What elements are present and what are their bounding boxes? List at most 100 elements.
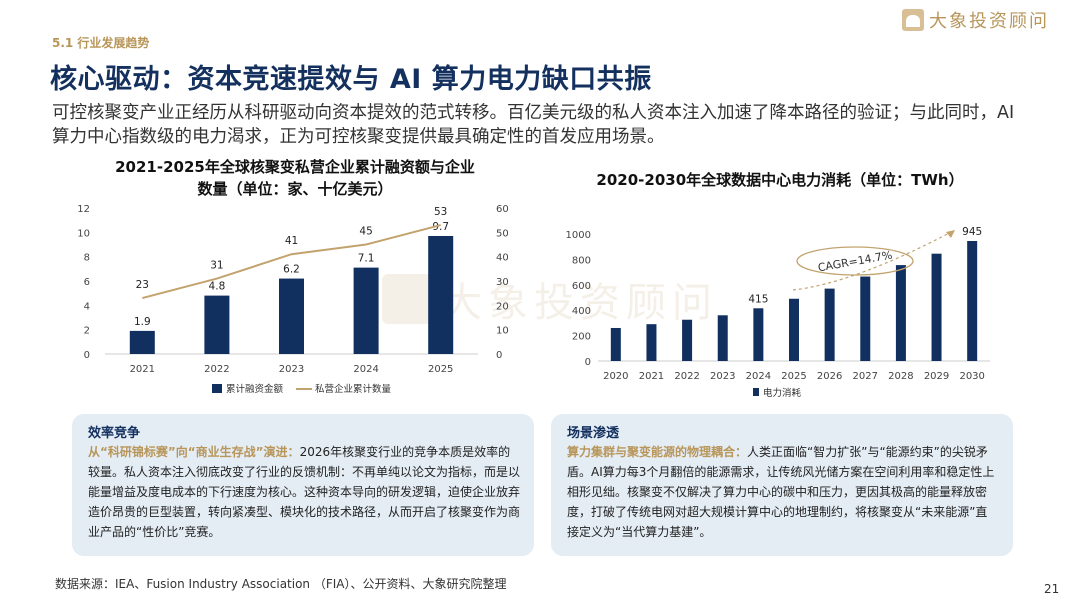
- y-tick-label: 400: [572, 306, 591, 317]
- company-count-label: 53: [434, 206, 447, 218]
- y-left-tick-label: 10: [77, 228, 90, 239]
- power-chart-title: 2020-2030年全球数据中心电力消耗（单位：TWh）: [596, 171, 964, 189]
- power-bar: [753, 308, 764, 361]
- legend-count-label: 私营企业累计数量: [315, 383, 392, 395]
- power-bar: [610, 327, 621, 361]
- x-tick-label: 2027: [853, 371, 878, 382]
- x-tick-label: 2030: [959, 371, 984, 382]
- y-tick-label: 800: [572, 255, 591, 266]
- brand-logo: 大象投资顾问: [902, 7, 1049, 33]
- data-source: 数据来源：IEA、Fusion Industry Association （FI…: [55, 577, 507, 591]
- x-tick-label: 2023: [279, 364, 304, 375]
- x-tick-label: 2023: [710, 371, 735, 382]
- y-right-tick-label: 30: [496, 277, 509, 288]
- y-right-tick-label: 60: [496, 204, 509, 215]
- y-left-tick-label: 2: [84, 326, 90, 337]
- funding-chart: 0 2 4 6 8 10 12 0 10 20 30 40 50 60 1.9 2021 4.8 2022 6.2 2…: [77, 204, 509, 395]
- company-count-label: 45: [359, 226, 372, 238]
- efficiency-card-body: 从“科研锦标赛”向“商业生存战”演进：2026年核聚变行业的竞争本质是效率的较量…: [88, 442, 520, 542]
- efficiency-card-text: 2026年核聚变行业的竞争本质是效率的较量。私人资本注入彻底改变了行业的反馈机制…: [88, 445, 521, 539]
- x-tick-label: 2025: [428, 364, 453, 375]
- efficiency-card: 效率竞争 从“科研锦标赛”向“商业生存战”演进：2026年核聚变行业的竞争本质是…: [72, 414, 534, 556]
- watermark-text: 大象投资顾问: [442, 280, 718, 326]
- power-bar: [967, 240, 978, 361]
- cagr-label: CAGR=14.7%: [817, 249, 893, 275]
- scenario-card-text: 人类正面临“智力扩张”与“能源约束”的尖锐矛盾。AI算力每3个月翻倍的能源需求，…: [567, 445, 995, 539]
- y-tick-label: 200: [572, 332, 591, 343]
- power-chart: 0 200 400 600 800 1000 2020 2021 2022 2023 2024 202…: [566, 226, 990, 399]
- y-right-tick-label: 50: [496, 228, 509, 239]
- funding-chart-title-line1: 2021-2025年全球核聚变私营企业累计融资额与企业: [115, 158, 475, 176]
- company-count-label: 23: [136, 279, 149, 291]
- elephant-watermark-icon: [382, 274, 432, 324]
- y-left-tick-label: 8: [84, 253, 90, 264]
- scenario-card: 场景渗透 算力集群与聚变能源的物理耦合：人类正面临“智力扩张”与“能源约束”的尖…: [551, 414, 1013, 556]
- x-tick-label: 2025: [781, 371, 806, 382]
- y-right-tick-label: 40: [496, 253, 509, 264]
- power-bar: [717, 315, 728, 361]
- efficiency-card-heading: 效率竞争: [88, 426, 141, 441]
- funding-bar: [129, 330, 155, 354]
- legend-funding-swatch: [212, 384, 222, 393]
- x-tick-label: 2020: [603, 371, 628, 382]
- power-bar: [646, 324, 657, 361]
- page-number: 21: [1044, 582, 1060, 596]
- y-right-tick-label: 0: [496, 350, 502, 361]
- elephant-logo-icon: [902, 9, 924, 31]
- y-tick-label: 0: [585, 357, 591, 368]
- funding-bar: [279, 278, 304, 354]
- page-title: 核心驱动：资本竞速提效与 AI 算力电力缺口共振: [50, 64, 652, 95]
- cagr-trend-arrow: [792, 229, 956, 291]
- y-left-tick-label: 12: [77, 204, 90, 215]
- power-bar: [789, 298, 799, 361]
- y-left-tick-label: 0: [84, 350, 90, 361]
- scenario-card-body: 算力集群与聚变能源的物理耦合：人类正面临“智力扩张”与“能源约束”的尖锐矛盾。A…: [567, 442, 999, 542]
- x-tick-label: 2022: [204, 364, 229, 375]
- section-tag: 5.1 行业发展趋势: [52, 36, 150, 50]
- scenario-card-heading: 场景渗透: [567, 426, 620, 441]
- cagr-arrowhead: [946, 230, 955, 238]
- y-right-tick-label: 20: [496, 301, 509, 312]
- power-bar-label: 415: [748, 293, 768, 305]
- x-tick-label: 2024: [746, 371, 771, 382]
- power-bar-label: 945: [962, 226, 982, 238]
- funding-bar-label: 4.8: [209, 281, 226, 293]
- x-tick-label: 2022: [674, 371, 699, 382]
- funding-bar-label: 7.1: [358, 253, 375, 265]
- legend-funding-label: 累计融资金额: [226, 383, 284, 395]
- power-bar: [895, 265, 906, 361]
- funding-bar-label: 1.9: [134, 316, 151, 328]
- funding-bar: [428, 235, 454, 354]
- intro-paragraph: 可控核聚变产业正经历从科研驱动向资本提效的范式转移。百亿美元级的私人资本注入加速…: [52, 103, 1015, 147]
- y-left-tick-label: 4: [84, 301, 90, 312]
- company-count-line: [142, 224, 441, 300]
- x-tick-label: 2021: [130, 364, 155, 375]
- legend-power-label: 电力消耗: [763, 387, 802, 399]
- legend-power-swatch: [753, 388, 759, 396]
- brand-name: 大象投资顾问: [929, 11, 1049, 32]
- x-tick-label: 2024: [353, 364, 378, 375]
- funding-bar: [353, 267, 379, 354]
- company-count-label: 41: [285, 235, 298, 247]
- y-tick-label: 1000: [566, 230, 591, 241]
- scenario-card-highlight: 算力集群与聚变能源的物理耦合：: [567, 445, 748, 459]
- power-bar: [824, 288, 835, 361]
- power-bar: [860, 276, 871, 361]
- x-tick-label: 2021: [639, 371, 664, 382]
- power-bar: [682, 319, 693, 361]
- x-tick-label: 2026: [817, 371, 842, 382]
- funding-bar-label: 9.7: [432, 221, 449, 233]
- funding-chart-title: 2021-2025年全球核聚变私营企业累计融资额与企业 数量（单位：家、十亿美元…: [75, 156, 515, 200]
- x-tick-label: 2029: [924, 371, 949, 382]
- x-tick-label: 2028: [888, 371, 913, 382]
- y-left-tick-label: 6: [84, 277, 90, 288]
- company-count-label: 31: [210, 260, 223, 272]
- watermark: 大象投资顾问: [382, 270, 718, 328]
- funding-chart-title-line2: 数量（单位：家、十亿美元）: [197, 180, 393, 198]
- power-bar: [931, 253, 942, 361]
- cagr-ellipse: [796, 246, 914, 276]
- funding-bar: [204, 295, 230, 354]
- efficiency-card-highlight: 从“科研锦标赛”向“商业生存战”演进：: [88, 445, 300, 459]
- y-right-tick-label: 10: [496, 326, 509, 337]
- funding-bar-label: 6.2: [283, 264, 300, 276]
